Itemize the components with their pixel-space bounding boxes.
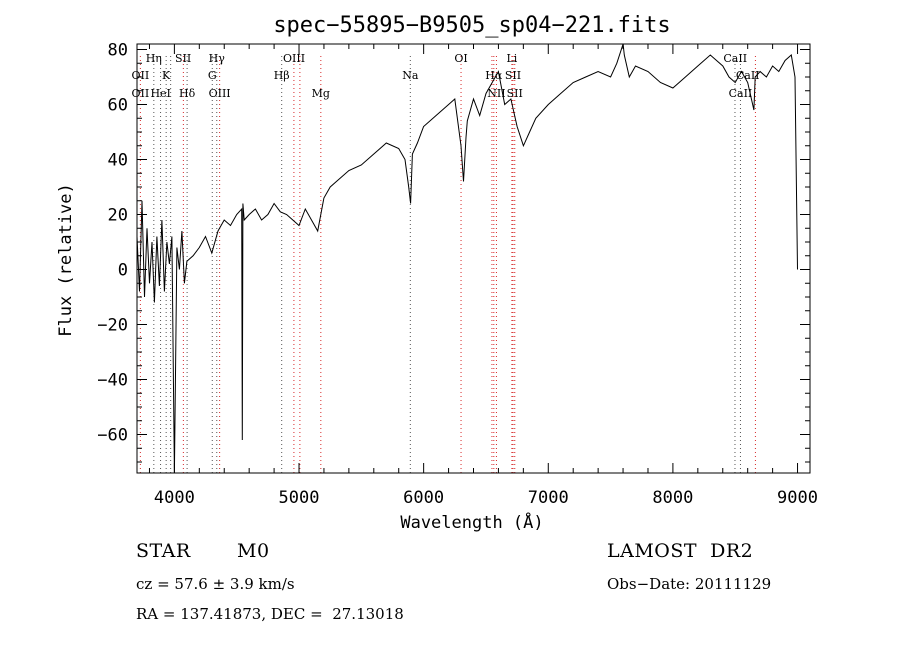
object-subclass: M0: [237, 540, 270, 562]
y-tick-label: 20: [108, 206, 128, 226]
x-tick-label: 8000: [652, 488, 693, 508]
y-tick-label: −40: [97, 371, 128, 391]
line-label: OIII: [283, 52, 305, 65]
survey-name: LAMOST DR2: [607, 540, 754, 562]
y-axis-label: Flux (relative): [56, 183, 76, 337]
x-tick-label: 4000: [154, 488, 195, 508]
x-tick-label: 5000: [279, 488, 320, 508]
line-label: CaII: [723, 52, 747, 65]
line-label: OIII: [209, 87, 231, 100]
line-label: OII: [132, 87, 150, 100]
line-label: G: [208, 69, 217, 82]
line-label: Hγ: [209, 52, 226, 65]
y-tick-label: −20: [97, 316, 128, 336]
observation-date: Obs−Date: 20111129: [607, 575, 772, 593]
x-axis-label: Wavelength (Å): [400, 511, 543, 533]
line-label: Mg: [312, 87, 330, 100]
line-label: Na: [402, 69, 419, 82]
coordinates: RA = 137.41873, DEC = 27.13018: [136, 605, 404, 623]
line-label: SII: [175, 52, 191, 65]
redshift-cz: cz = 57.6 ± 3.9 km/s: [136, 575, 295, 593]
x-tick-label: 7000: [528, 488, 569, 508]
line-label: HeI: [150, 87, 170, 100]
plot-frame: [136, 43, 811, 474]
object-class: STAR: [136, 540, 191, 562]
y-tick-label: −60: [97, 426, 128, 446]
line-label: NII: [487, 87, 505, 100]
y-axis-ticks: −60 −40 −20 0 20 40 60 80: [97, 41, 810, 463]
y-tick-label: 60: [108, 96, 128, 116]
y-tick-label: 40: [108, 151, 128, 171]
chart-title: spec−55895−B9505_sp04−221.fits: [273, 13, 670, 38]
x-tick-label: 9000: [777, 488, 818, 508]
y-tick-label: 0: [118, 261, 128, 281]
line-label: K: [162, 69, 171, 82]
line-label: SII: [505, 69, 521, 82]
line-label: OI: [454, 52, 467, 65]
x-tick-label: 6000: [403, 488, 444, 508]
line-label: Hη: [146, 52, 162, 65]
line-label: Hβ: [274, 69, 290, 82]
spectrum-line: [136, 43, 798, 474]
line-label: OII: [132, 69, 150, 82]
line-label: Hδ: [179, 87, 196, 100]
line-label: CaII: [729, 87, 753, 100]
y-tick-label: 80: [108, 41, 128, 61]
x-axis-ticks: 4000 5000 6000 7000 8000 9000: [148, 44, 818, 508]
line-label: SII: [507, 87, 523, 100]
line-label: Li: [506, 52, 517, 65]
spectral-line-markers: [139, 56, 756, 473]
